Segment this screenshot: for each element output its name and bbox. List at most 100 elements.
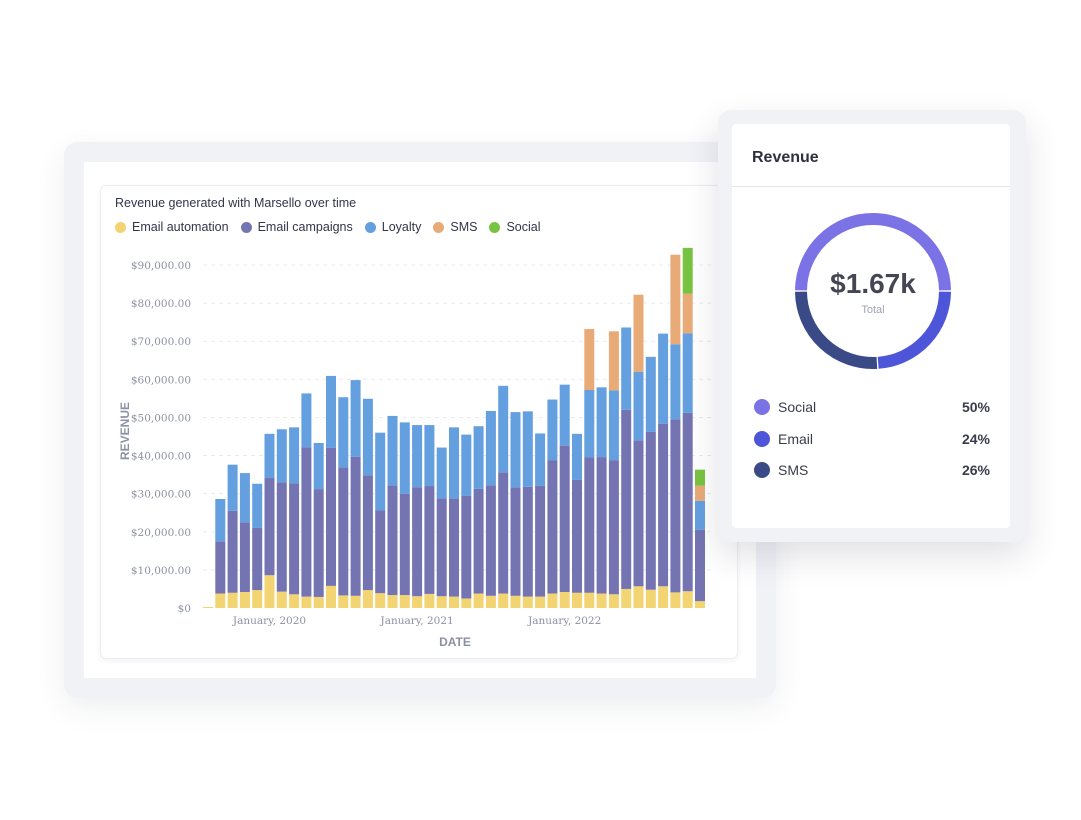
revenue-breakdown-email[interactable]: Email 24% [754, 430, 990, 462]
bar-segment-email-automation[interactable] [461, 598, 472, 608]
bar-segment-email-automation[interactable] [350, 595, 361, 608]
bar-segment-email-campaigns[interactable] [338, 467, 349, 596]
bar-segment-email-automation[interactable] [695, 601, 705, 608]
bar-segment-loyalty[interactable] [522, 411, 533, 487]
bar-segment-email-automation[interactable] [289, 594, 300, 608]
bar-segment-email-campaigns[interactable] [387, 485, 398, 596]
bar-segment-loyalty[interactable] [375, 432, 386, 511]
donut-segment-sms[interactable] [795, 291, 878, 369]
bar-segment-sms[interactable] [670, 254, 681, 345]
bar-segment-sms[interactable] [633, 294, 644, 372]
bar-segment-loyalty[interactable] [239, 473, 250, 523]
bar-segment-email-campaigns[interactable] [473, 488, 484, 594]
bar-segment-loyalty[interactable] [633, 371, 644, 441]
bar-segment-loyalty[interactable] [608, 390, 619, 461]
bar-segment-email-automation[interactable] [264, 575, 275, 608]
bar-segment-email-automation[interactable] [362, 590, 373, 608]
bar-segment-email-campaigns[interactable] [276, 482, 287, 592]
bar-segment-loyalty[interactable] [621, 327, 632, 410]
bar-segment-email-campaigns[interactable] [289, 483, 300, 595]
bar-segment-email-automation[interactable] [412, 596, 423, 608]
bar-segment-email-campaigns[interactable] [485, 485, 496, 596]
bar-segment-email-automation[interactable] [621, 588, 632, 608]
bar-segment-email-automation[interactable] [424, 593, 435, 608]
bar-segment-loyalty[interactable] [350, 380, 361, 457]
bar-segment-email-campaigns[interactable] [682, 412, 693, 592]
bar-segment-loyalty[interactable] [264, 433, 275, 479]
bar-segment-email-automation[interactable] [670, 592, 681, 608]
bar-segment-loyalty[interactable] [510, 412, 521, 488]
bar-segment-email-automation[interactable] [301, 596, 312, 608]
bar-segment-email-automation[interactable] [276, 591, 287, 608]
bar-segment-email-campaigns[interactable] [436, 498, 447, 597]
bar-segment-email-automation[interactable] [239, 591, 250, 608]
legend-item-social[interactable]: Social [489, 220, 541, 234]
bar-segment-email-campaigns[interactable] [461, 495, 472, 599]
bar-segment-email-automation[interactable] [584, 592, 595, 608]
bar-segment-loyalty[interactable] [682, 333, 693, 413]
bar-segment-email-automation[interactable] [547, 593, 558, 608]
bar-segment-email-campaigns[interactable] [424, 486, 435, 594]
bar-segment-sms[interactable] [695, 485, 705, 501]
bar-segment-loyalty[interactable] [362, 398, 373, 476]
bar-segment-loyalty[interactable] [485, 410, 496, 486]
bar-segment-social[interactable] [695, 469, 705, 486]
bar-segment-email-campaigns[interactable] [621, 409, 632, 589]
bar-segment-email-campaigns[interactable] [510, 487, 521, 596]
legend-item-loyalty[interactable]: Loyalty [364, 220, 421, 234]
bar-segment-email-campaigns[interactable] [608, 460, 619, 595]
bar-segment-email-campaigns[interactable] [535, 485, 546, 597]
bar-segment-email-automation[interactable] [485, 595, 496, 608]
bar-segment-email-automation[interactable] [608, 594, 619, 608]
bar-segment-loyalty[interactable] [572, 433, 582, 480]
bar-segment-loyalty[interactable] [436, 447, 447, 499]
bar-segment-loyalty[interactable] [387, 415, 398, 486]
bar-segment-loyalty[interactable] [215, 499, 226, 542]
bar-segment-loyalty[interactable] [412, 425, 423, 488]
revenue-breakdown-social[interactable]: Social 50% [754, 398, 990, 430]
bar-segment-email-campaigns[interactable] [498, 472, 509, 594]
bar-segment-loyalty[interactable] [461, 434, 472, 496]
bar-segment-loyalty[interactable] [658, 333, 669, 424]
bar-segment-email-automation[interactable] [473, 593, 484, 608]
bar-segment-loyalty[interactable] [645, 356, 656, 432]
bar-segment-loyalty[interactable] [313, 442, 324, 490]
bar-segment-email-campaigns[interactable] [449, 498, 459, 597]
bar-segment-email-campaigns[interactable] [547, 460, 558, 594]
bar-segment-loyalty[interactable] [473, 426, 484, 489]
bar-segment-email-automation[interactable] [645, 589, 656, 608]
bar-segment-loyalty[interactable] [535, 433, 546, 486]
bar-segment-email-campaigns[interactable] [572, 479, 582, 593]
bar-segment-loyalty[interactable] [252, 483, 263, 528]
bar-segment-loyalty[interactable] [276, 429, 287, 483]
bar-segment-loyalty[interactable] [326, 375, 336, 448]
bar-segment-email-campaigns[interactable] [362, 475, 373, 591]
bar-segment-email-automation[interactable] [510, 595, 521, 608]
bar-segment-email-automation[interactable] [313, 596, 324, 608]
bar-segment-loyalty[interactable] [424, 425, 435, 487]
bar-segment-email-campaigns[interactable] [670, 419, 681, 593]
bar-segment-email-automation[interactable] [436, 596, 447, 608]
bar-segment-email-campaigns[interactable] [264, 478, 275, 576]
bar-segment-email-automation[interactable] [326, 585, 336, 608]
bar-segment-loyalty[interactable] [670, 344, 681, 420]
bar-segment-email-automation[interactable] [522, 596, 533, 608]
legend-item-email-campaigns[interactable]: Email campaigns [240, 220, 353, 234]
bar-segment-email-campaigns[interactable] [522, 486, 533, 597]
bar-segment-loyalty[interactable] [584, 390, 595, 458]
legend-item-sms[interactable]: SMS [433, 220, 477, 234]
bar-segment-email-automation[interactable] [658, 586, 669, 608]
bar-segment-email-automation[interactable] [215, 593, 226, 608]
bar-segment-loyalty[interactable] [449, 427, 459, 499]
bar-segment-email-campaigns[interactable] [252, 527, 263, 591]
bar-segment-email-campaigns[interactable] [645, 431, 656, 590]
bar-segment-loyalty[interactable] [289, 427, 300, 484]
bar-segment-email-campaigns[interactable] [301, 447, 312, 597]
bar-segment-email-automation[interactable] [375, 593, 386, 608]
bar-segment-email-automation[interactable] [338, 595, 349, 608]
bar-segment-loyalty[interactable] [547, 399, 558, 461]
bar-segment-email-campaigns[interactable] [239, 522, 250, 592]
bar-segment-email-automation[interactable] [633, 586, 644, 608]
bar-segment-loyalty[interactable] [559, 384, 570, 446]
legend-item-email-automation[interactable]: Email automation [115, 220, 229, 234]
